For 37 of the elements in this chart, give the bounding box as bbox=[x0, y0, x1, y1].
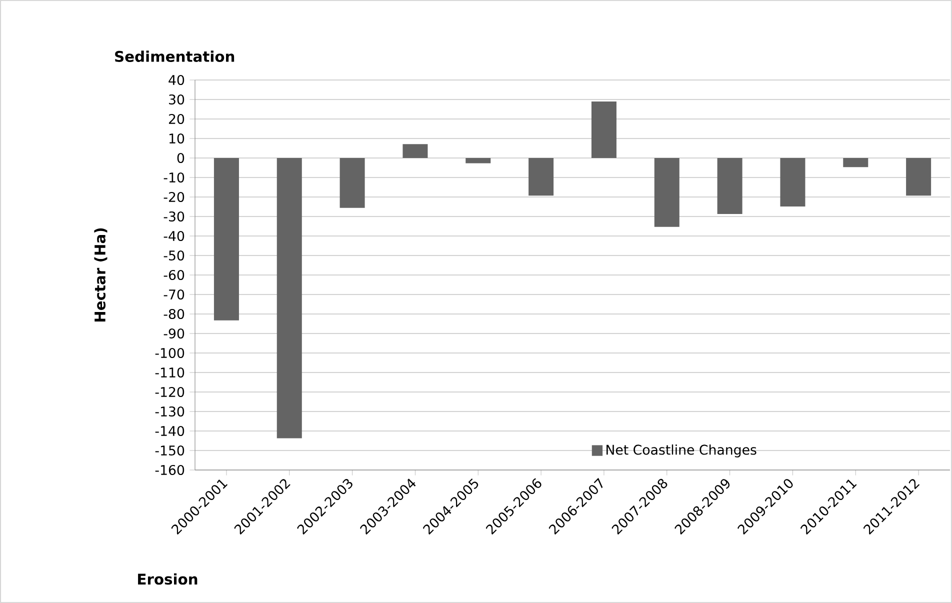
y-tick-label: -120 bbox=[155, 386, 184, 398]
text: Erosion bbox=[138, 573, 198, 585]
y-tick-label: -90 bbox=[164, 328, 184, 339]
y-tick-label: -40 bbox=[164, 230, 184, 242]
bar bbox=[528, 158, 554, 196]
y-tick-label: 0 bbox=[177, 152, 184, 164]
y-tick-label: 10 bbox=[169, 133, 184, 144]
bar bbox=[780, 158, 806, 207]
y-tick-label: -130 bbox=[155, 406, 184, 417]
y-axis-title: Hectar (Ha) bbox=[94, 228, 108, 322]
bar bbox=[276, 158, 302, 438]
y-tick-label: -30 bbox=[164, 211, 184, 222]
y-tick-label: 40 bbox=[168, 74, 184, 86]
y-tick-label: -160 bbox=[155, 464, 184, 476]
bar bbox=[466, 158, 491, 164]
y-tick-label: -50 bbox=[164, 250, 184, 261]
y-tick-label: 30 bbox=[169, 94, 184, 105]
bar bbox=[843, 158, 868, 168]
y-tick-label: -70 bbox=[164, 289, 184, 300]
bar bbox=[214, 158, 239, 320]
y-tick-label: 20 bbox=[168, 114, 184, 124]
y-tick-label: -20 bbox=[164, 192, 184, 202]
y-tick-label: -110 bbox=[155, 367, 184, 378]
bar bbox=[591, 101, 616, 158]
bar bbox=[906, 158, 932, 196]
text: Sedimentation bbox=[115, 50, 234, 62]
y-tick-label: -100 bbox=[155, 348, 184, 358]
y-tick-label: -10 bbox=[164, 172, 184, 183]
y-tick-label: -80 bbox=[164, 308, 184, 320]
y-tick-label: -140 bbox=[155, 426, 184, 436]
bar bbox=[717, 158, 742, 214]
bar bbox=[654, 158, 680, 227]
y-tick-label: -60 bbox=[164, 270, 184, 280]
y-tick-label: -150 bbox=[155, 445, 184, 456]
bar bbox=[402, 144, 428, 158]
bar bbox=[340, 158, 365, 208]
legend-label: Net Coastline Changes bbox=[606, 444, 756, 458]
